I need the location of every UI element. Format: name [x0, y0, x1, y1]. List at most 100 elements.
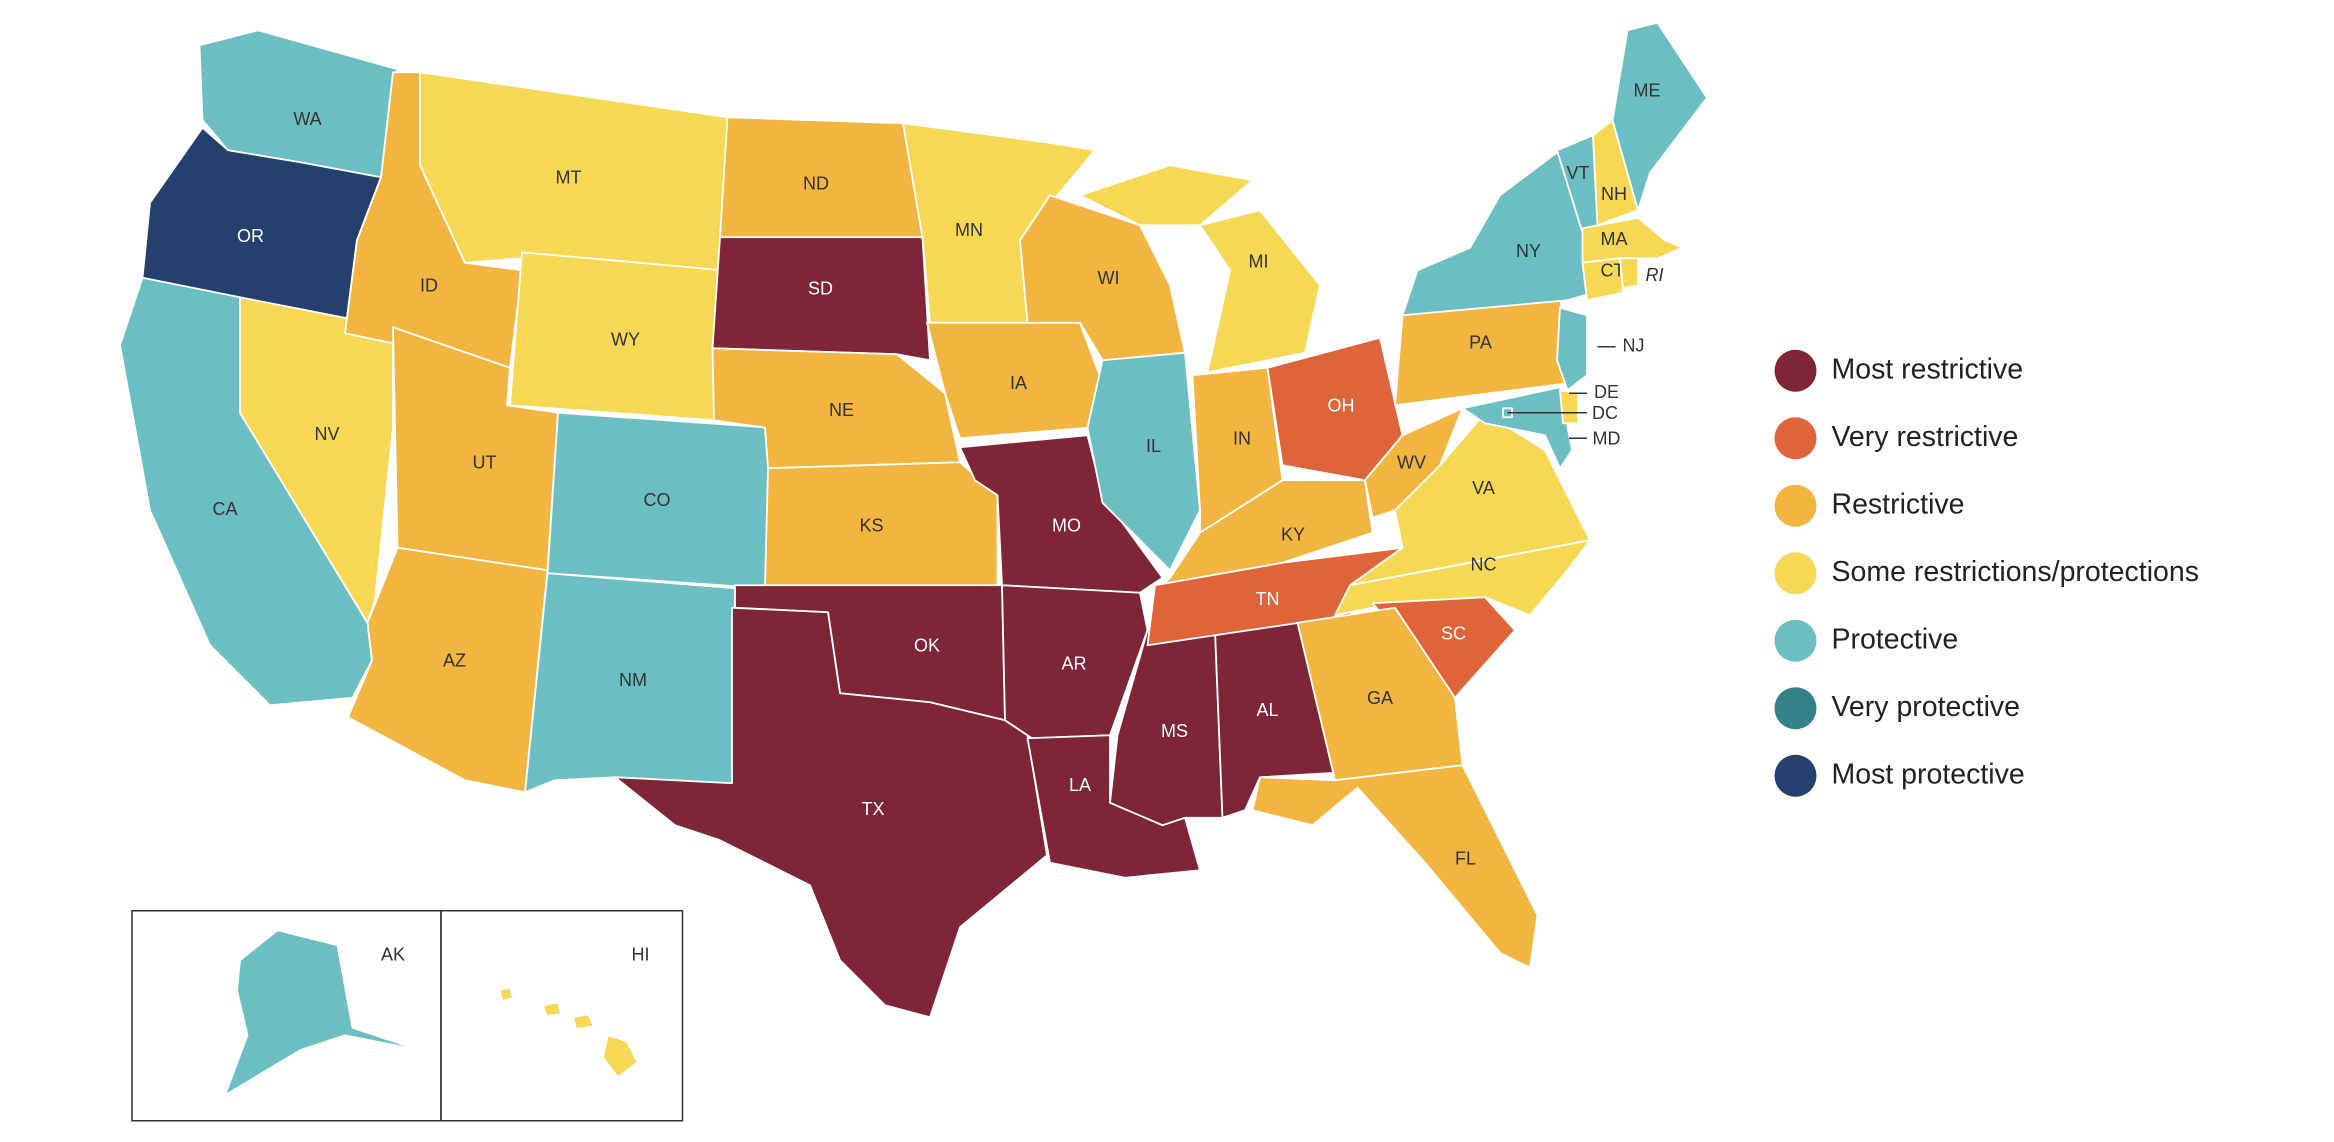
state-label: ID — [420, 276, 438, 296]
state-shape — [1581, 216, 1684, 264]
state-shape — [498, 986, 514, 1002]
legend-swatch — [1774, 754, 1817, 797]
state-label: OR — [237, 226, 264, 246]
state-label: TX — [861, 799, 884, 819]
state: MA — [1581, 216, 1684, 264]
state: NE — [711, 347, 961, 470]
state-label: DE — [1594, 382, 1619, 402]
state: ME — [1611, 21, 1708, 212]
state: IA — [926, 321, 1104, 440]
state: MD — [1461, 386, 1621, 470]
state-label: MD — [1593, 429, 1621, 449]
state-shape — [1079, 164, 1254, 227]
state-label: AR — [1061, 654, 1086, 674]
legend-swatch — [1774, 552, 1817, 595]
state-label: MA — [1601, 229, 1628, 249]
state: MT — [419, 71, 729, 272]
state-shape — [614, 606, 1048, 1019]
state-label: WY — [611, 330, 640, 350]
state: SD — [711, 236, 931, 362]
state-label: CA — [212, 499, 237, 519]
state-label: WA — [293, 109, 321, 129]
state-label: GA — [1367, 688, 1393, 708]
state-label: CO — [644, 490, 671, 510]
state-shape — [711, 236, 931, 362]
state-shape — [1199, 209, 1321, 374]
legend: Most restrictive Very restrictive Restrict… — [1774, 349, 2199, 797]
state-label: MT — [556, 168, 582, 188]
state-label: WV — [1397, 453, 1426, 473]
state: CT — [1581, 257, 1625, 302]
state-label: CT — [1601, 261, 1625, 281]
state: AK — [224, 929, 421, 1097]
state-label: HI — [632, 945, 650, 965]
state: HI — [498, 945, 650, 1079]
state: WY — [509, 251, 724, 422]
state-label: VA — [1472, 478, 1495, 498]
state: NM — [524, 572, 736, 794]
legend-swatch — [1774, 484, 1817, 527]
state-label: KY — [1281, 525, 1305, 545]
state-label: NJ — [1623, 336, 1645, 356]
state: FL — [1251, 764, 1539, 969]
state: NC — [1334, 539, 1591, 617]
state-shape — [1559, 389, 1579, 425]
states: WA OR CA NV ID MT WY UT CO AZ NM ND SD N… — [119, 21, 1708, 1122]
inset-box — [440, 910, 684, 1122]
state-label: MN — [955, 220, 983, 240]
legend-swatch — [1774, 349, 1817, 392]
state-label: IL — [1146, 436, 1161, 456]
state-label: NY — [1516, 241, 1541, 261]
state-shape — [572, 1013, 595, 1031]
state-label: MI — [1249, 252, 1269, 272]
state: GA — [1296, 606, 1464, 782]
state: ND — [719, 116, 924, 239]
state-label: SC — [1441, 624, 1466, 644]
state: VA — [1349, 411, 1591, 587]
state-shape — [1296, 606, 1464, 782]
state-shape — [1086, 351, 1201, 572]
state-label: NV — [314, 424, 339, 444]
legend-label: Most restrictive — [1832, 353, 2024, 385]
state: LA — [1026, 734, 1201, 879]
state-shape — [224, 929, 421, 1097]
state-label: AZ — [443, 651, 466, 671]
state-label: OK — [914, 636, 940, 656]
state: NJ — [1556, 306, 1645, 392]
legend-label: Most protective — [1832, 758, 2025, 790]
legend-swatch — [1774, 417, 1817, 460]
state-label: UT — [473, 453, 497, 473]
state-label: ME — [1634, 81, 1661, 101]
state-label: RI — [1646, 265, 1664, 285]
legend-swatch — [1774, 619, 1817, 662]
state: IL — [1086, 351, 1201, 572]
legend-swatch — [1774, 687, 1817, 730]
state-shape — [1461, 386, 1573, 470]
state-shape — [1026, 734, 1201, 879]
state-label: DC — [1592, 403, 1618, 423]
state-shape — [1251, 764, 1539, 969]
state: KS — [764, 461, 999, 587]
state-label: SD — [808, 279, 833, 299]
legend-label: Very restrictive — [1832, 421, 2019, 453]
state: DC — [1502, 403, 1618, 423]
state-label: LA — [1069, 775, 1091, 795]
state-shape — [1349, 411, 1591, 587]
state-label: TN — [1256, 589, 1280, 609]
state-label: WI — [1098, 268, 1120, 288]
state — [1199, 209, 1321, 374]
state: MI — [1079, 164, 1269, 272]
state-label: NM — [619, 670, 647, 690]
state-label: MS — [1161, 721, 1188, 741]
state-label: NE — [829, 400, 854, 420]
state-label: FL — [1455, 849, 1476, 869]
state-shape — [1334, 539, 1591, 617]
state-label: AL — [1256, 700, 1278, 720]
state-shape — [542, 1001, 562, 1017]
state-label: VT — [1566, 163, 1589, 183]
state-shape — [1611, 21, 1708, 212]
legend-label: Some restrictions/protections — [1832, 556, 2199, 588]
state-label: IN — [1233, 429, 1251, 449]
state-shape — [1556, 306, 1588, 392]
state-label: MO — [1052, 516, 1081, 536]
